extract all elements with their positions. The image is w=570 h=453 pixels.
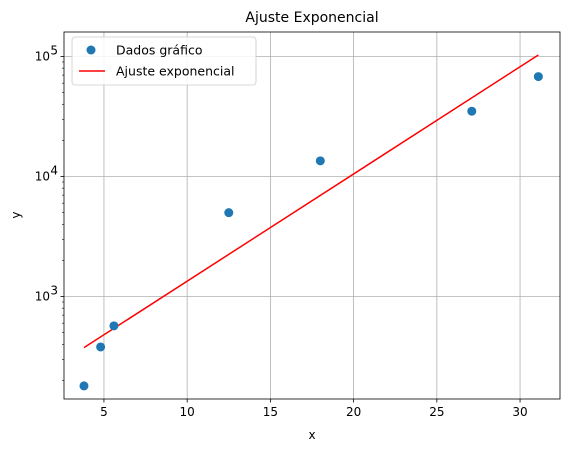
x-tick-label: 25 — [429, 405, 444, 419]
y-tick-exponent: 5 — [50, 43, 58, 57]
y-tick-exponent: 4 — [50, 164, 58, 178]
legend-label: Ajuste exponencial — [116, 64, 235, 79]
grid — [64, 32, 560, 399]
x-axis-label: x — [308, 428, 315, 442]
y-tick-base: 10 — [35, 290, 50, 304]
fit-line — [83, 54, 539, 349]
data-point — [224, 208, 234, 218]
y-tick-exponent: 3 — [50, 284, 58, 298]
y-tick-label: 10 — [35, 49, 50, 63]
x-tick-label: 20 — [346, 405, 361, 419]
y-tick-base: 10 — [35, 170, 50, 184]
x-tick-label: 15 — [263, 405, 278, 419]
data-point — [315, 156, 325, 166]
legend-label: Dados gráfico — [116, 43, 202, 58]
y-tick-label: 10 — [35, 170, 50, 184]
legend-marker-scatter — [86, 45, 96, 55]
y-tick-base: 10 — [35, 49, 50, 63]
legend: Dados gráfico Ajuste exponencial — [71, 36, 257, 86]
x-tick-label: 30 — [512, 405, 527, 419]
data-point — [533, 72, 543, 82]
legend-box — [71, 36, 257, 86]
y-tick-label: 10 — [35, 290, 50, 304]
chart-title: Ajuste Exponencial — [245, 10, 378, 26]
y-axis-label: y — [9, 211, 23, 218]
data-point — [96, 342, 106, 352]
plot-frame — [63, 31, 561, 400]
x-tick-label: 10 — [180, 405, 195, 419]
data-point — [79, 381, 89, 391]
data-point — [109, 321, 119, 331]
data-marks — [79, 54, 543, 391]
x-tick-label: 5 — [100, 405, 108, 419]
data-point — [467, 106, 477, 116]
